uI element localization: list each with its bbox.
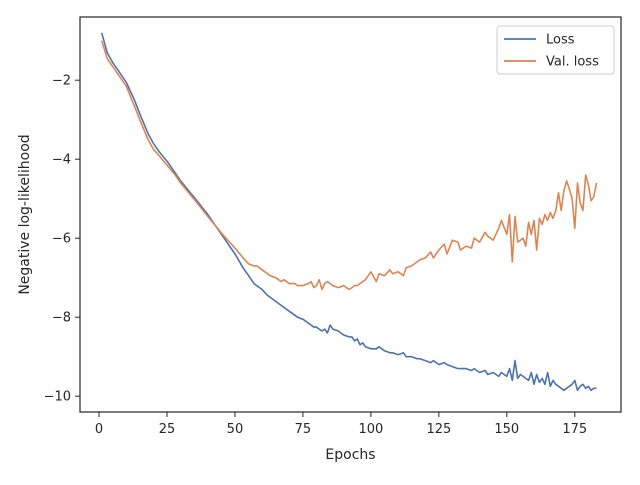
y-tick-label: −4 — [52, 153, 71, 168]
y-tick-label: −2 — [52, 74, 71, 89]
x-axis-label: Epochs — [325, 447, 375, 463]
x-tick-label: 150 — [494, 422, 519, 437]
y-tick-label: −10 — [44, 390, 71, 405]
plot-frame — [79, 16, 622, 413]
legend-label-loss: Loss — [546, 33, 575, 48]
y-axis-label: Negative log-likelihood — [17, 134, 33, 294]
y-axis: −10 −8 −6 −4 −2 — [44, 74, 80, 405]
x-axis: 0 25 50 75 100 125 150 175 — [95, 412, 587, 437]
series-layer — [100, 32, 598, 392]
x-tick-label: 0 — [95, 422, 103, 437]
x-tick-label: 175 — [562, 422, 587, 437]
legend: Loss Val. loss — [496, 25, 615, 75]
x-tick-label: 25 — [159, 422, 176, 437]
series-line-loss — [100, 32, 597, 392]
y-tick-label: −8 — [52, 311, 71, 326]
x-tick-label: 125 — [426, 422, 451, 437]
x-tick-label: 75 — [295, 422, 312, 437]
legend-label-val-loss: Val. loss — [546, 55, 599, 70]
series-line-val-loss — [100, 40, 598, 291]
y-tick-label: −6 — [52, 232, 71, 247]
x-tick-label: 100 — [358, 422, 383, 437]
x-tick-label: 50 — [227, 422, 244, 437]
legend-box — [496, 25, 615, 75]
